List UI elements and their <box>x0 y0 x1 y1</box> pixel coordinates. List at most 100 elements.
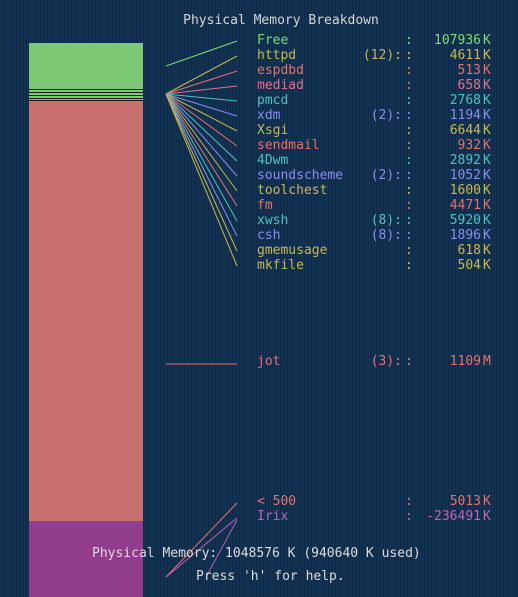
leader-line <box>165 93 238 162</box>
help-hint: Press 'h' for help. <box>196 569 345 584</box>
column-separator: : <box>405 93 413 108</box>
column-separator: : <box>405 228 413 243</box>
process-separator <box>29 92 143 93</box>
leader-line <box>165 93 238 222</box>
memory-bar <box>29 43 143 597</box>
process-count: (8): <box>370 228 402 243</box>
process-size: 1109 <box>449 354 481 369</box>
process-size: 513 <box>457 63 481 78</box>
process-separator <box>29 100 143 101</box>
process-name: Free <box>257 33 289 48</box>
leader-line <box>165 70 238 95</box>
process-size: 4471 <box>449 198 481 213</box>
free-memory-segment <box>29 43 143 100</box>
process-name: Xsgi <box>257 123 289 138</box>
column-separator: : <box>405 153 413 168</box>
column-separator: : <box>405 168 413 183</box>
column-separator: : <box>405 78 413 93</box>
column-separator: : <box>405 33 413 48</box>
size-unit: K <box>483 168 491 183</box>
process-size: 504 <box>457 258 481 273</box>
process-size: 1052 <box>449 168 481 183</box>
process-name: xdm <box>257 108 281 123</box>
leader-line <box>165 517 238 578</box>
process-size: 6644 <box>449 123 481 138</box>
process-size: 1600 <box>449 183 481 198</box>
leader-line <box>165 93 238 102</box>
column-separator: : <box>405 198 413 213</box>
leader-line <box>165 93 238 237</box>
leader-line <box>165 502 238 578</box>
column-separator: : <box>405 63 413 78</box>
process-name: jot <box>257 354 281 369</box>
size-unit: M <box>483 354 491 369</box>
leader-line <box>165 40 238 67</box>
size-unit: K <box>483 183 491 198</box>
process-name: sendmail <box>257 138 320 153</box>
process-name: gmemusage <box>257 243 328 258</box>
process-name: fm <box>257 198 273 213</box>
process-name: toolchest <box>257 183 328 198</box>
size-unit: K <box>483 494 491 509</box>
process-separator <box>29 98 143 99</box>
size-unit: K <box>483 48 491 63</box>
process-count: (8): <box>370 213 402 228</box>
size-unit: K <box>483 153 491 168</box>
window-title: Physical Memory Breakdown <box>183 13 379 28</box>
process-size: 618 <box>457 243 481 258</box>
leader-line <box>165 93 238 177</box>
column-separator: : <box>405 354 413 369</box>
size-unit: K <box>483 198 491 213</box>
process-name: espdbd <box>257 63 304 78</box>
process-count: (2): <box>370 168 402 183</box>
size-unit: K <box>483 258 491 273</box>
size-unit: K <box>483 33 491 48</box>
column-separator: : <box>405 213 413 228</box>
process-name: pmcd <box>257 93 289 108</box>
process-separator <box>29 89 143 90</box>
process-size: 2768 <box>449 93 481 108</box>
size-unit: K <box>483 213 491 228</box>
size-unit: K <box>483 228 491 243</box>
process-separator <box>29 95 143 96</box>
size-unit: K <box>483 93 491 108</box>
leader-line <box>165 85 238 95</box>
process-size: 107936 <box>434 33 481 48</box>
process-name: soundscheme <box>257 168 344 183</box>
size-unit: K <box>483 108 491 123</box>
leader-line <box>165 93 238 207</box>
physical-memory-summary: Physical Memory: 1048576 K (940640 K use… <box>92 546 421 561</box>
leader-line <box>165 93 238 147</box>
column-separator: : <box>405 183 413 198</box>
process-name: 4Dwm <box>257 153 289 168</box>
size-unit: K <box>483 243 491 258</box>
process-name: mediad <box>257 78 304 93</box>
process-size: -236491 <box>426 509 481 524</box>
size-unit: K <box>483 138 491 153</box>
leader-line <box>165 93 238 117</box>
process-size: 5013 <box>449 494 481 509</box>
process-size: 2892 <box>449 153 481 168</box>
process-size: 658 <box>457 78 481 93</box>
process-name: httpd <box>257 48 297 63</box>
process-size: 932 <box>457 138 481 153</box>
process-size: 4611 <box>449 48 481 63</box>
process-size: 1896 <box>449 228 481 243</box>
process-name: xwsh <box>257 213 289 228</box>
leader-line <box>165 55 238 95</box>
process-name: csh <box>257 228 281 243</box>
column-separator: : <box>405 258 413 273</box>
leader-line <box>205 519 238 578</box>
leader-line <box>165 93 238 252</box>
process-name: < 500 <box>257 494 297 509</box>
process-size: 1194 <box>449 108 481 123</box>
size-unit: K <box>483 63 491 78</box>
process-count: (2): <box>370 108 402 123</box>
column-separator: : <box>405 494 413 509</box>
irix-memory-segment <box>29 521 143 597</box>
leader-line <box>165 93 238 267</box>
process-name: mkfile <box>257 258 304 273</box>
leader-line <box>165 93 238 132</box>
column-separator: : <box>405 243 413 258</box>
